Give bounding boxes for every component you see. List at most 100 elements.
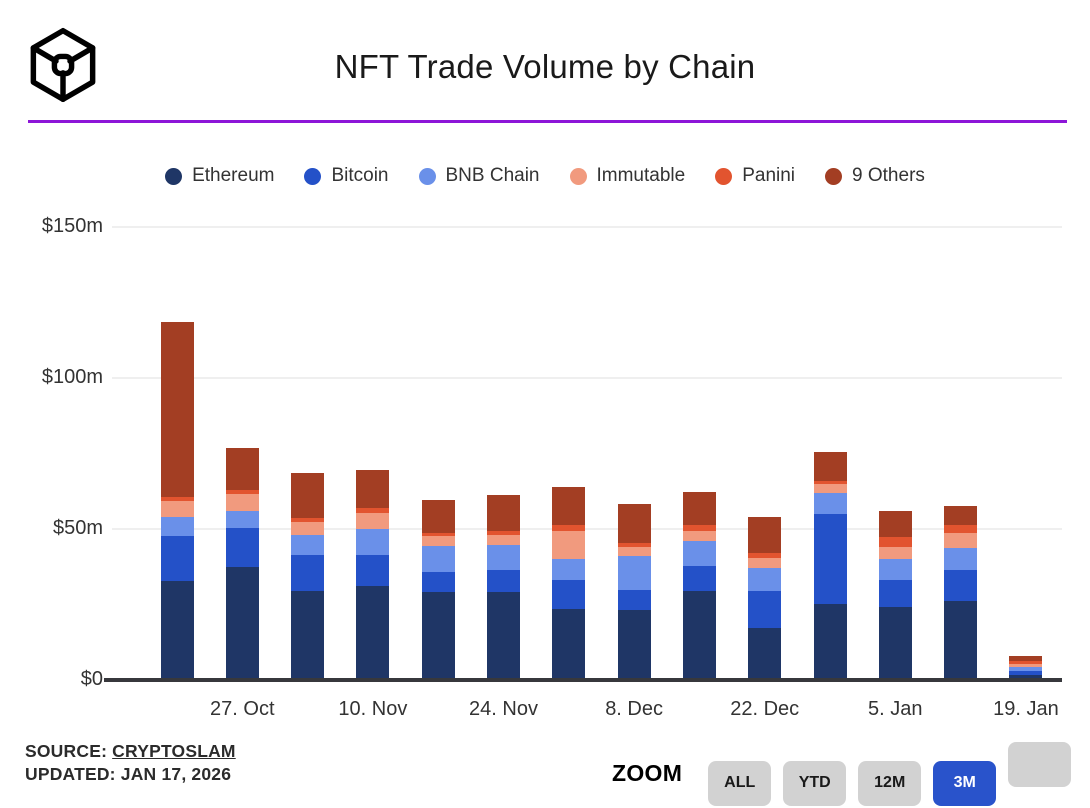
segment-9-others[interactable] bbox=[878, 511, 912, 538]
segment-panini[interactable] bbox=[878, 537, 912, 548]
segment-9-others[interactable] bbox=[748, 517, 782, 554]
bar-stack-13[interactable] bbox=[1009, 655, 1043, 678]
segment-ethereum[interactable] bbox=[291, 590, 325, 678]
segment-9-others[interactable] bbox=[617, 504, 651, 544]
segment-immutable[interactable] bbox=[552, 531, 586, 560]
segment-bitcoin[interactable] bbox=[421, 571, 455, 593]
bar-stack-6[interactable] bbox=[552, 487, 586, 678]
segment-immutable[interactable] bbox=[291, 521, 325, 535]
segment-ethereum[interactable] bbox=[878, 607, 912, 678]
segment-9-others[interactable] bbox=[944, 505, 978, 526]
segment-bitcoin[interactable] bbox=[748, 591, 782, 628]
segment-bnb-chain[interactable] bbox=[682, 540, 716, 566]
segment-9-others[interactable] bbox=[356, 470, 390, 508]
bar-stack-5[interactable] bbox=[487, 494, 520, 678]
bar-stack-1[interactable] bbox=[225, 448, 259, 678]
segment-panini[interactable] bbox=[291, 517, 325, 522]
zoom-button-all[interactable]: ALL bbox=[708, 760, 772, 806]
bar-stack-11[interactable] bbox=[878, 511, 912, 678]
zoom-button-3m[interactable]: 3M bbox=[933, 760, 997, 806]
segment-immutable[interactable] bbox=[487, 535, 520, 545]
segment-immutable[interactable] bbox=[617, 547, 651, 557]
segment-9-others[interactable] bbox=[1009, 655, 1043, 662]
segment-bnb-chain[interactable] bbox=[748, 568, 782, 592]
legend-item-immutable[interactable]: Immutable bbox=[569, 165, 685, 187]
segment-immutable[interactable] bbox=[878, 547, 912, 560]
segment-panini[interactable] bbox=[944, 525, 978, 533]
zoom-button-ytd[interactable]: YTD bbox=[783, 760, 847, 806]
segment-immutable[interactable] bbox=[225, 494, 259, 511]
segment-ethereum[interactable] bbox=[356, 586, 390, 678]
segment-9-others[interactable] bbox=[813, 452, 847, 481]
segment-panini[interactable] bbox=[617, 543, 651, 548]
bar-stack-3[interactable] bbox=[356, 470, 390, 678]
bar-stack-0[interactable] bbox=[160, 321, 194, 678]
segment-bnb-chain[interactable] bbox=[421, 546, 455, 572]
segment-ethereum[interactable] bbox=[552, 608, 586, 678]
segment-bitcoin[interactable] bbox=[160, 535, 194, 581]
segment-9-others[interactable] bbox=[160, 321, 194, 498]
segment-9-others[interactable] bbox=[291, 473, 325, 518]
bar-stack-12[interactable] bbox=[944, 505, 978, 678]
segment-immutable[interactable] bbox=[682, 530, 716, 541]
segment-immutable[interactable] bbox=[160, 501, 194, 518]
segment-panini[interactable] bbox=[682, 525, 716, 531]
segment-immutable[interactable] bbox=[813, 483, 847, 494]
segment-panini[interactable] bbox=[748, 553, 782, 559]
segment-bnb-chain[interactable] bbox=[225, 510, 259, 528]
segment-ethereum[interactable] bbox=[813, 604, 847, 678]
segment-immutable[interactable] bbox=[1009, 664, 1043, 668]
segment-bitcoin[interactable] bbox=[1009, 670, 1043, 675]
segment-ethereum[interactable] bbox=[617, 609, 651, 678]
segment-bnb-chain[interactable] bbox=[487, 544, 520, 571]
segment-bnb-chain[interactable] bbox=[617, 556, 651, 591]
segment-bitcoin[interactable] bbox=[944, 569, 978, 602]
legend-item-ethereum[interactable]: Ethereum bbox=[165, 165, 274, 187]
segment-ethereum[interactable] bbox=[944, 601, 978, 678]
segment-immutable[interactable] bbox=[748, 558, 782, 569]
segment-panini[interactable] bbox=[1009, 661, 1043, 665]
legend-item-bitcoin[interactable]: Bitcoin bbox=[304, 165, 389, 187]
segment-panini[interactable] bbox=[421, 533, 455, 536]
segment-bitcoin[interactable] bbox=[225, 527, 259, 568]
segment-bnb-chain[interactable] bbox=[813, 493, 847, 515]
segment-bitcoin[interactable] bbox=[617, 590, 651, 610]
segment-bitcoin[interactable] bbox=[682, 565, 716, 591]
legend-item-9-others[interactable]: 9 Others bbox=[825, 165, 925, 187]
segment-panini[interactable] bbox=[356, 507, 390, 514]
segment-ethereum[interactable] bbox=[421, 592, 455, 678]
segment-bitcoin[interactable] bbox=[813, 514, 847, 605]
segment-ethereum[interactable] bbox=[487, 592, 520, 678]
segment-ethereum[interactable] bbox=[682, 590, 716, 678]
segment-ethereum[interactable] bbox=[160, 580, 194, 678]
segment-panini[interactable] bbox=[160, 497, 194, 502]
segment-bnb-chain[interactable] bbox=[291, 534, 325, 556]
segment-bitcoin[interactable] bbox=[356, 554, 390, 587]
segment-bnb-chain[interactable] bbox=[878, 559, 912, 581]
segment-9-others[interactable] bbox=[421, 500, 455, 534]
segment-bitcoin[interactable] bbox=[878, 580, 912, 608]
legend-item-panini[interactable]: Panini bbox=[715, 165, 795, 187]
segment-panini[interactable] bbox=[487, 531, 520, 536]
segment-9-others[interactable] bbox=[682, 492, 716, 526]
segment-bitcoin[interactable] bbox=[487, 570, 520, 593]
zoom-button-empty[interactable] bbox=[1008, 742, 1072, 787]
segment-9-others[interactable] bbox=[552, 487, 586, 525]
segment-bitcoin[interactable] bbox=[291, 555, 325, 591]
bar-stack-4[interactable] bbox=[421, 500, 455, 678]
bar-stack-7[interactable] bbox=[617, 504, 651, 678]
segment-9-others[interactable] bbox=[487, 494, 520, 532]
zoom-button-12m[interactable]: 12M bbox=[858, 760, 922, 806]
segment-immutable[interactable] bbox=[356, 513, 390, 529]
bar-stack-8[interactable] bbox=[682, 492, 716, 678]
segment-immutable[interactable] bbox=[944, 532, 978, 548]
segment-ethereum[interactable] bbox=[748, 627, 782, 678]
segment-panini[interactable] bbox=[813, 480, 847, 484]
bar-stack-10[interactable] bbox=[813, 452, 847, 678]
segment-bnb-chain[interactable] bbox=[552, 559, 586, 580]
segment-immutable[interactable] bbox=[421, 535, 455, 547]
segment-9-others[interactable] bbox=[225, 448, 259, 490]
segment-panini[interactable] bbox=[225, 489, 259, 495]
segment-bnb-chain[interactable] bbox=[944, 547, 978, 570]
segment-panini[interactable] bbox=[552, 524, 586, 532]
